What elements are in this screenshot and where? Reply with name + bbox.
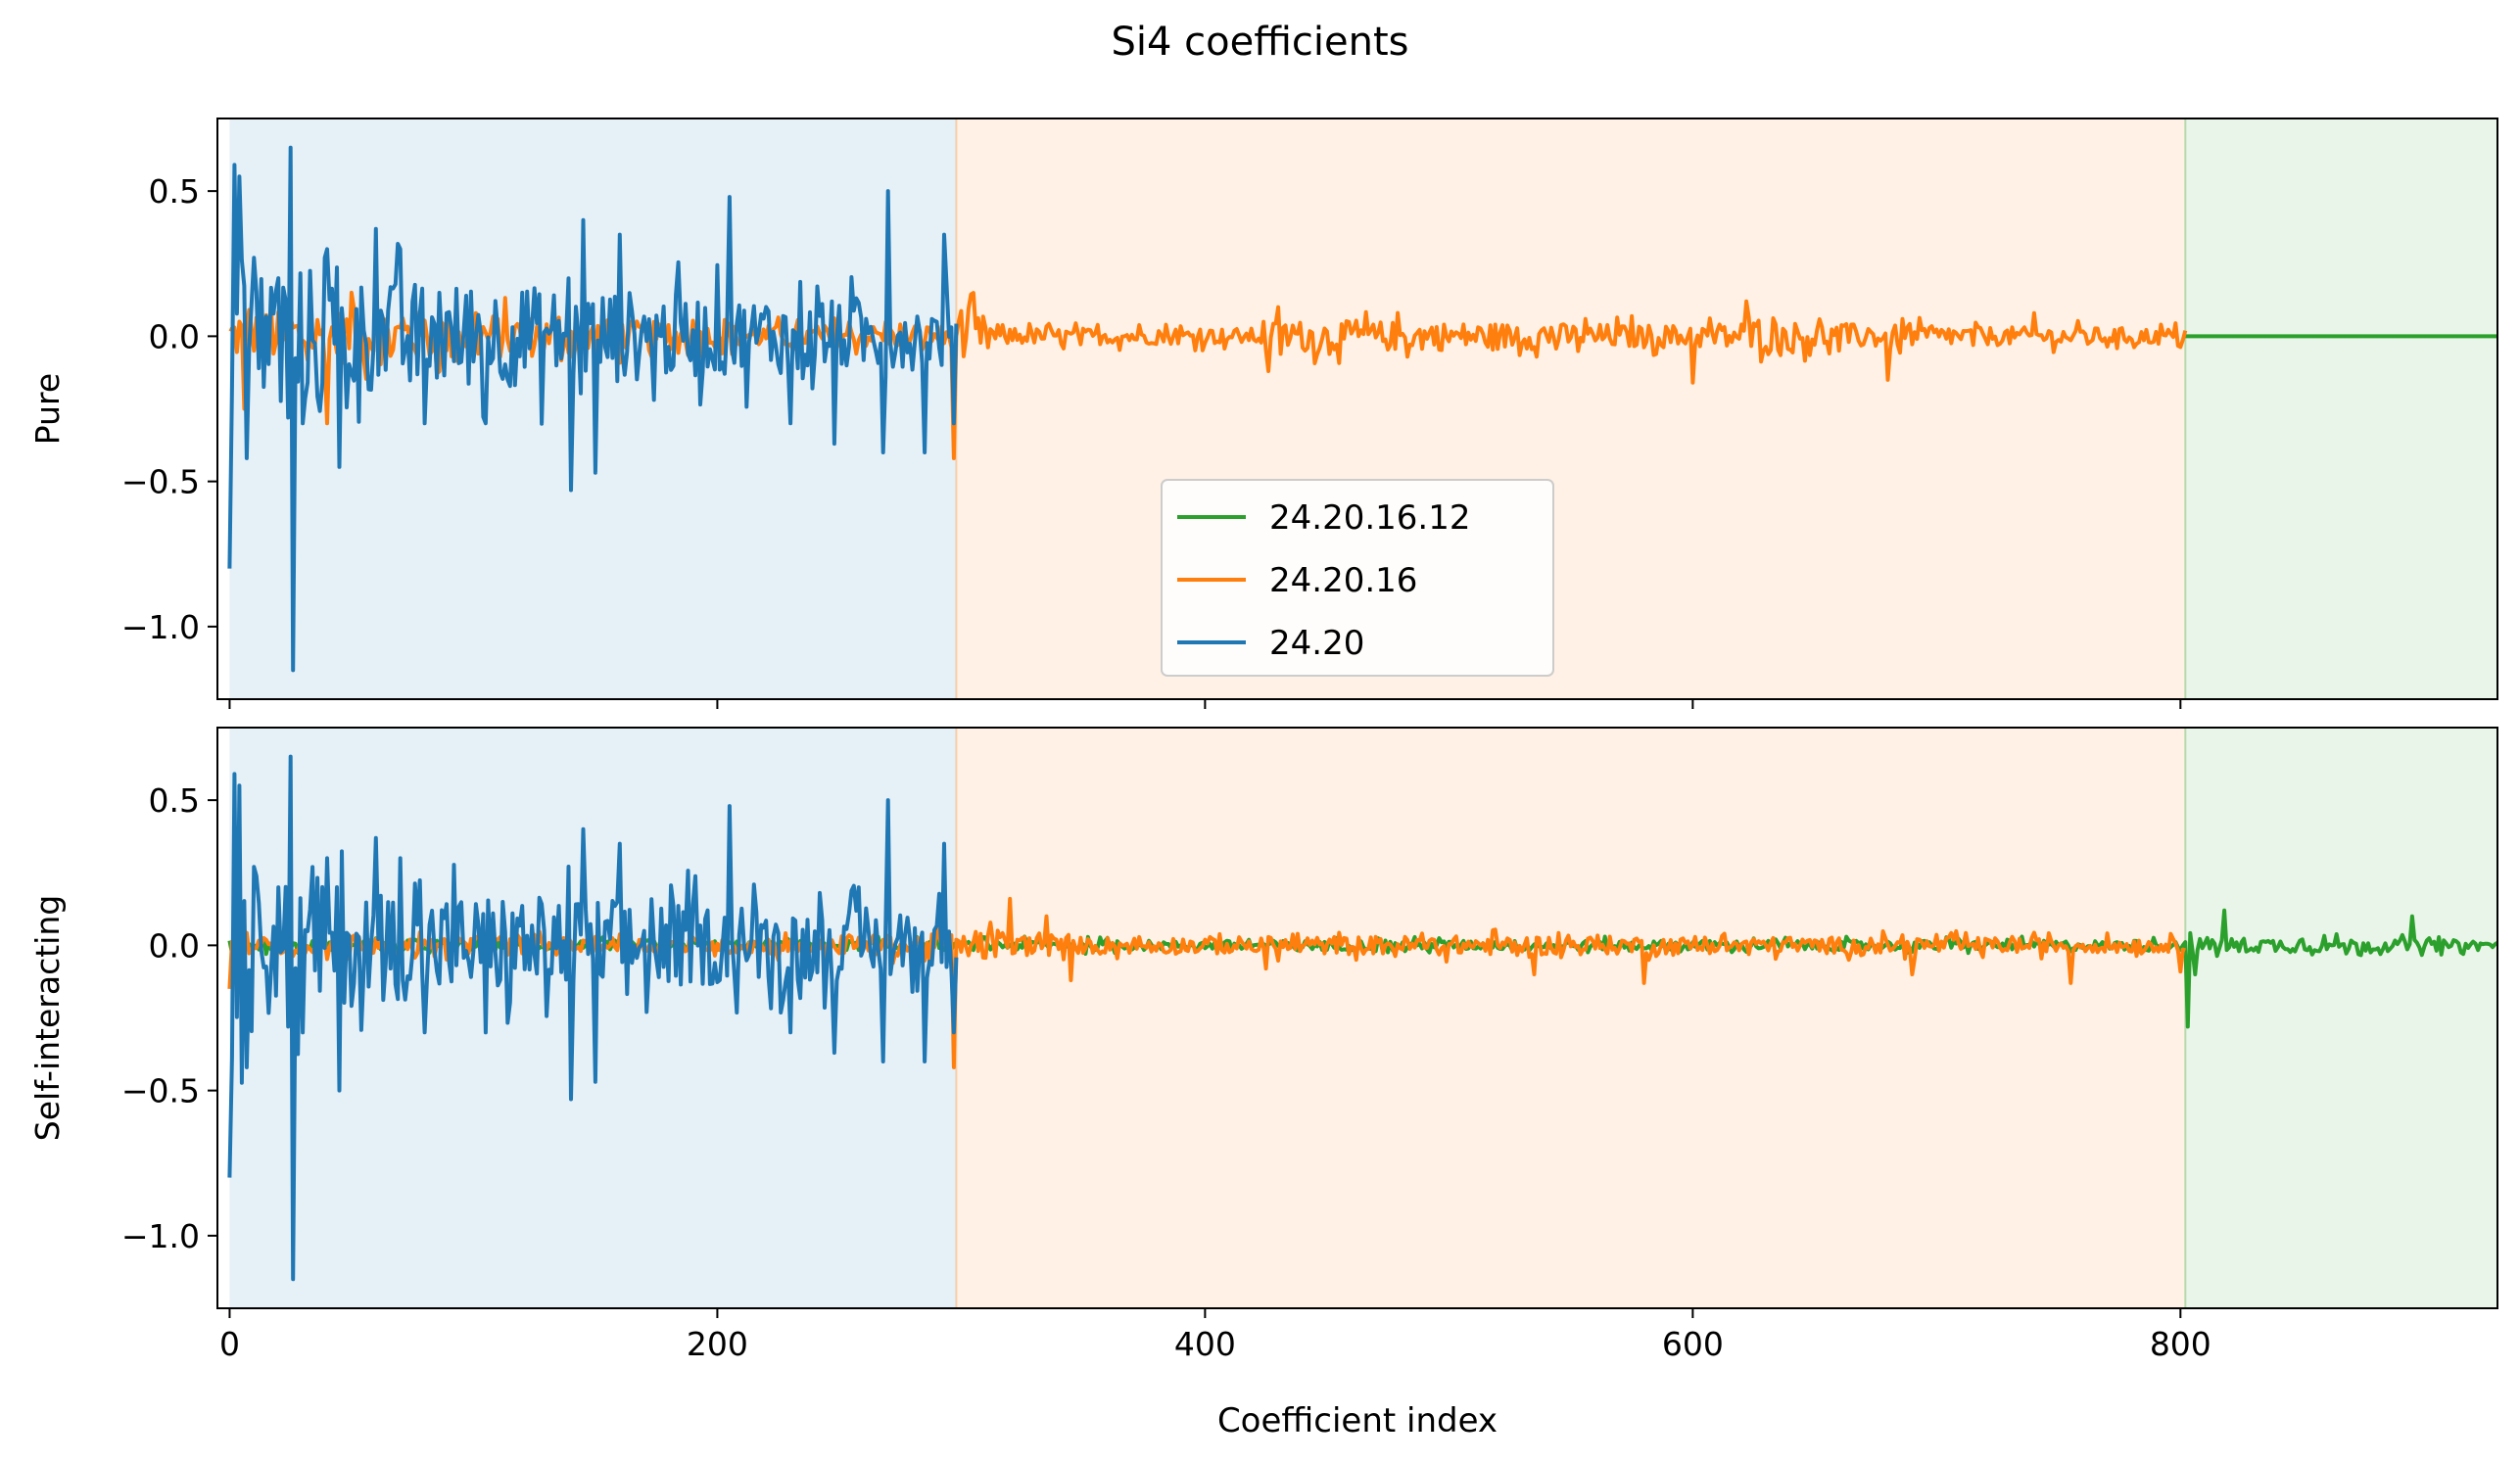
legend-label: 24.20: [1269, 624, 1364, 663]
legend: 24.20.16.12 24.20.16 24.20: [1161, 479, 1554, 677]
series-line-24.20: [227, 145, 959, 673]
x-tick-label: 200: [687, 1325, 748, 1363]
x-axis-label: Coefficient index: [1217, 1401, 1498, 1440]
panel-pure: 0.5 0.0 −0.5 −1.0 Pure: [28, 118, 2498, 709]
series-line-24.20.16: [227, 896, 2186, 1069]
x-tick-label: 600: [1662, 1325, 1724, 1363]
x-tick-label: 800: [2150, 1325, 2211, 1363]
shaded-region: [956, 118, 2186, 699]
y-tick-label: −0.5: [121, 463, 200, 501]
chart-title: Si4 coefficients: [1111, 20, 1409, 65]
series-line-24.20: [227, 754, 959, 1282]
legend-box: [1161, 479, 1554, 677]
y-tick-label: −1.0: [121, 608, 200, 646]
x-tick-label: 0: [219, 1325, 240, 1363]
shaded-region: [2185, 118, 2497, 699]
plot-frame: [216, 118, 2498, 700]
series-group: [227, 754, 2497, 1282]
y-tick-label: −0.5: [121, 1072, 200, 1110]
panel-self-interacting: 0.5 0.0 −0.5 −1.0 0 200 400 600 800 Self-interact…: [28, 727, 2498, 1363]
y-tick-label: 0.5: [149, 172, 200, 211]
legend-label: 24.20.16: [1269, 561, 1417, 600]
y-axis-label: Self-interacting: [28, 895, 67, 1141]
y-tick-label: 0.0: [149, 926, 200, 965]
y-tick-label: 0.5: [149, 781, 200, 820]
shaded-region: [2185, 728, 2497, 1308]
series-group: [227, 145, 2497, 673]
legend-label: 24.20.16.12: [1269, 498, 1470, 538]
plot-frame: [216, 727, 2498, 1309]
y-tick-label: −1.0: [121, 1217, 200, 1255]
y-tick-label: 0.0: [149, 317, 200, 355]
x-tick-label: 400: [1174, 1325, 1236, 1363]
shaded-region: [956, 728, 2186, 1308]
y-axis-label: Pure: [28, 373, 67, 445]
